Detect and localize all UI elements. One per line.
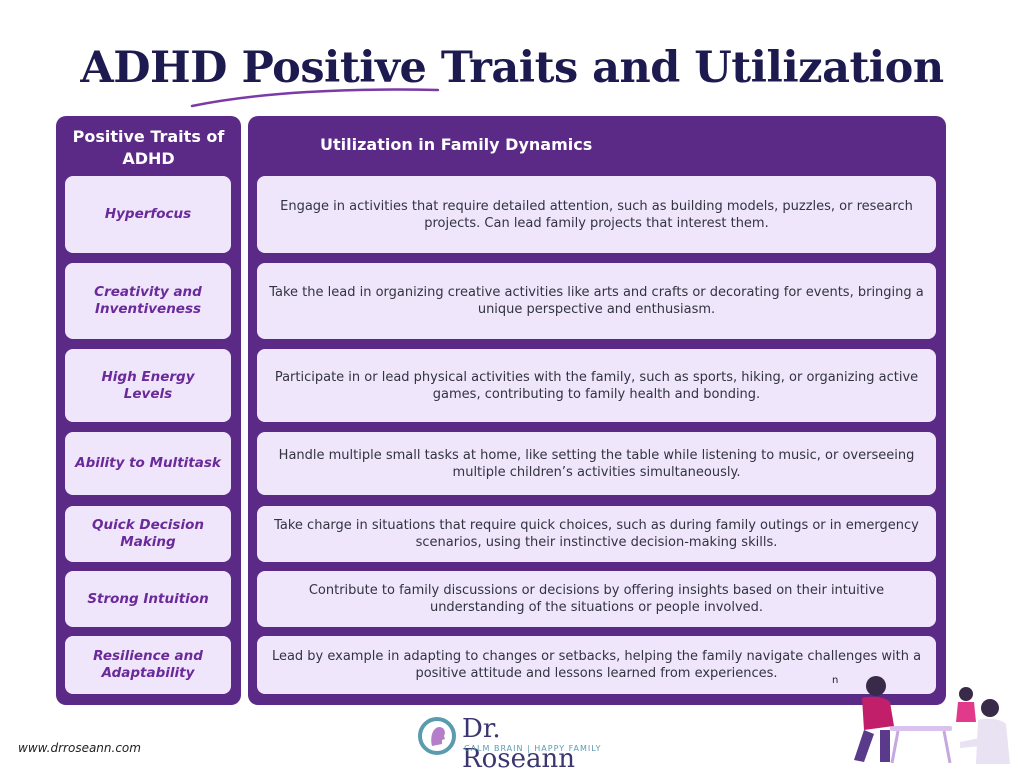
stray-character: n	[832, 675, 839, 686]
title-prefix: ADHD	[80, 43, 242, 93]
title-underline-decoration	[190, 88, 440, 108]
trait-cell: High Energy Levels	[65, 349, 231, 422]
utilization-cell: Lead by example in adapting to changes o…	[257, 636, 936, 694]
logo-tagline: CALM BRAIN | HAPPY FAMILY	[464, 744, 602, 753]
family-activity-illustration	[854, 676, 1010, 764]
brand-logo: Dr. Roseann CALM BRAIN | HAPPY FAMILY	[418, 714, 618, 774]
utilization-cell: Take the lead in organizing creative act…	[257, 263, 936, 339]
traits-column-header: Positive Traits of ADHD	[72, 127, 225, 168]
trait-cell: Creativity and Inventiveness	[65, 263, 231, 339]
utilization-cell: Handle multiple small tasks at home, lik…	[257, 432, 936, 495]
title-suffix: Traits and Utilization	[426, 43, 944, 93]
trait-cell: Ability to Multitask	[65, 432, 231, 495]
utilization-column-header: Utilization in Family Dynamics	[320, 135, 593, 154]
trait-cell: Quick Decision Making	[65, 506, 231, 562]
utilization-cell: Take charge in situations that require q…	[257, 506, 936, 562]
trait-cell: Hyperfocus	[65, 176, 231, 253]
utilization-cell: Contribute to family discussions or deci…	[257, 571, 936, 627]
utilization-cell: Engage in activities that require detail…	[257, 176, 936, 253]
utilization-cell: Participate in or lead physical activiti…	[257, 349, 936, 422]
page-title: ADHD Positive Traits and Utilization	[0, 38, 1024, 98]
trait-cell: Strong Intuition	[65, 571, 231, 627]
trait-cell: Resilience and Adaptability	[65, 636, 231, 694]
title-highlight: Positive	[241, 43, 427, 93]
website-url[interactable]: www.drroseann.com	[18, 741, 141, 755]
head-profile-icon	[418, 717, 456, 755]
